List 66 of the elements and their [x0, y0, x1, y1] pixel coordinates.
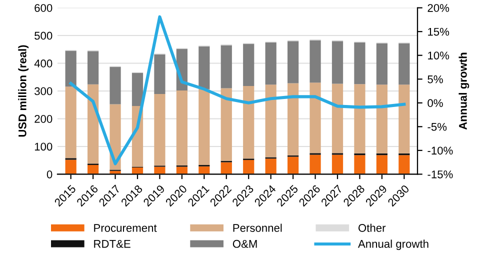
legend-label: RDT&E	[94, 240, 130, 248]
bar	[154, 54, 166, 94]
y-tick-label: 100	[34, 142, 52, 151]
bar	[398, 155, 410, 174]
bar	[265, 158, 276, 174]
y-tick-label: 600	[34, 4, 52, 12]
y2-tick-label: 20%	[428, 4, 450, 12]
bar	[310, 40, 321, 83]
bar	[220, 88, 232, 161]
bar	[398, 84, 410, 154]
bar	[243, 44, 254, 86]
legend-label: O&M	[232, 240, 257, 248]
bar	[332, 41, 344, 84]
bar	[198, 46, 210, 90]
bar	[288, 41, 299, 84]
bar	[376, 84, 388, 154]
bar	[288, 83, 299, 156]
bar	[88, 165, 99, 174]
y-tick-label: 0	[46, 170, 52, 178]
bar	[65, 86, 76, 158]
bar	[243, 86, 254, 159]
bar	[88, 51, 99, 84]
bar	[220, 162, 232, 174]
bar	[88, 84, 99, 164]
bar	[154, 166, 166, 174]
y2-tick-label: 5%	[428, 75, 443, 84]
bar	[176, 90, 188, 166]
bar	[310, 154, 321, 174]
bar	[376, 155, 388, 174]
y2-tick-label: 10%	[428, 52, 450, 60]
y-tick-label: 300	[34, 87, 52, 96]
bar	[176, 166, 188, 174]
bar	[65, 160, 76, 174]
legend-label: Personnel	[233, 224, 282, 232]
y-tick-label: 400	[34, 60, 52, 68]
bar	[310, 82, 321, 154]
legend-label: Annual growth	[358, 240, 428, 250]
bar	[220, 45, 232, 88]
y2-axis-title: Annual growth	[458, 52, 470, 130]
bar	[265, 42, 276, 85]
bar	[243, 160, 254, 174]
y2-tick-label: 0%	[428, 99, 443, 108]
y-axis-title: USD million (real)	[18, 45, 29, 137]
y2-tick-label: -10%	[428, 146, 453, 155]
legend-label: Other	[358, 224, 386, 232]
bar	[110, 66, 121, 104]
y2-tick-label: 15%	[428, 28, 450, 36]
y2-tick-label: -5%	[428, 122, 447, 131]
line-series	[69, 15, 406, 166]
bar	[376, 43, 388, 85]
y2-tick-label: -15%	[428, 170, 453, 178]
bar	[354, 84, 366, 154]
bar	[354, 42, 366, 84]
bar	[332, 154, 344, 174]
bar	[154, 94, 166, 166]
bar	[354, 155, 366, 174]
legend-label: Procurement	[94, 224, 157, 232]
bar	[398, 43, 410, 85]
bar	[265, 84, 276, 158]
bar	[288, 156, 299, 174]
bar	[332, 84, 344, 154]
y-tick-label: 500	[34, 32, 52, 40]
y-tick-label: 200	[34, 115, 52, 123]
bar	[198, 89, 210, 166]
bar	[65, 50, 76, 87]
bar	[132, 72, 144, 106]
